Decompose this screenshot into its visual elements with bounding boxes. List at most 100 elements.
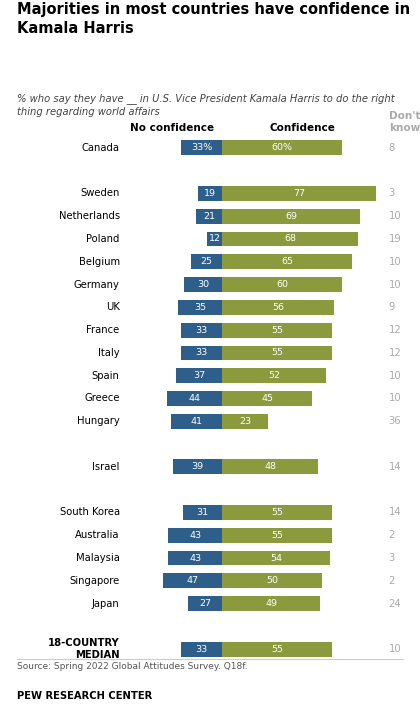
Text: 2: 2 [388, 576, 395, 586]
Text: 60%: 60% [272, 144, 293, 152]
Text: 31: 31 [197, 508, 209, 517]
Text: 10: 10 [388, 370, 401, 381]
Text: 50: 50 [266, 577, 278, 585]
Text: UK: UK [106, 302, 120, 312]
Text: 55: 55 [271, 508, 283, 517]
Text: 10: 10 [388, 279, 401, 289]
Text: 18-COUNTRY
MEDIAN: 18-COUNTRY MEDIAN [48, 638, 120, 660]
Bar [188, 596, 222, 611]
Text: Japan: Japan [92, 599, 120, 609]
Text: France: France [87, 325, 120, 335]
Text: 33: 33 [195, 326, 207, 335]
Text: 43: 43 [189, 554, 201, 562]
Text: 37: 37 [193, 371, 205, 381]
Text: 54: 54 [270, 554, 282, 562]
Text: Confidence: Confidence [269, 123, 335, 133]
Bar [222, 414, 268, 429]
Bar [207, 232, 222, 246]
Text: 3: 3 [388, 553, 395, 563]
Text: 23: 23 [239, 416, 251, 426]
Text: 47: 47 [186, 577, 199, 585]
Text: 68: 68 [284, 235, 296, 243]
Bar [222, 596, 320, 611]
Bar [176, 368, 222, 383]
Bar [167, 391, 222, 406]
Text: 35: 35 [194, 303, 206, 312]
Text: Hungary: Hungary [77, 416, 120, 426]
Text: 25: 25 [200, 257, 213, 266]
Text: 65: 65 [281, 257, 293, 266]
Text: Don't
know: Don't know [388, 111, 420, 133]
Text: 55: 55 [271, 645, 283, 653]
Text: 52: 52 [268, 371, 280, 381]
Text: % who say they have __ in U.S. Vice President Kamala Harris to do the right
thin: % who say they have __ in U.S. Vice Pres… [17, 93, 394, 116]
Bar [222, 368, 326, 383]
Bar [181, 345, 222, 360]
Text: 49: 49 [265, 599, 277, 608]
Bar [222, 505, 332, 520]
Text: 48: 48 [264, 462, 276, 471]
Bar [222, 642, 332, 656]
Text: 30: 30 [197, 280, 209, 289]
Text: Netherlands: Netherlands [58, 211, 120, 221]
Text: 69: 69 [285, 212, 297, 220]
Text: 39: 39 [192, 462, 204, 471]
Text: 27: 27 [199, 599, 211, 608]
Text: Majorities in most countries have confidence in
Kamala Harris: Majorities in most countries have confid… [17, 2, 410, 36]
Text: 12: 12 [209, 235, 221, 243]
Text: 10: 10 [388, 644, 401, 654]
Text: Malaysia: Malaysia [76, 553, 120, 563]
Text: 33: 33 [195, 348, 207, 358]
Bar [181, 642, 222, 656]
Bar [222, 300, 334, 314]
Text: Singapore: Singapore [69, 576, 120, 586]
Bar [222, 232, 358, 246]
Bar [222, 322, 332, 337]
Bar [222, 574, 322, 588]
Text: 9: 9 [388, 302, 395, 312]
Bar [183, 505, 222, 520]
Text: PEW RESEARCH CENTER: PEW RESEARCH CENTER [17, 691, 152, 701]
Bar [222, 551, 330, 565]
Text: 10: 10 [388, 257, 401, 267]
Bar [171, 414, 222, 429]
Text: 45: 45 [261, 394, 273, 403]
Text: 21: 21 [203, 212, 215, 220]
Text: 33%: 33% [191, 144, 212, 152]
Text: Israel: Israel [92, 462, 120, 472]
Text: 60: 60 [276, 280, 288, 289]
Bar [222, 460, 318, 475]
Text: Belgium: Belgium [79, 257, 120, 267]
Bar [222, 254, 352, 269]
Text: South Korea: South Korea [60, 508, 120, 518]
Text: 44: 44 [189, 394, 200, 403]
Bar [184, 277, 222, 292]
Bar [222, 141, 342, 155]
Bar [178, 300, 222, 314]
Text: Source: Spring 2022 Global Attitudes Survey. Q18f.: Source: Spring 2022 Global Attitudes Sur… [17, 662, 247, 671]
Text: 55: 55 [271, 326, 283, 335]
Text: Greece: Greece [84, 393, 120, 404]
Bar [222, 209, 360, 223]
Bar [222, 528, 332, 543]
Text: 8: 8 [388, 143, 395, 153]
Bar [222, 277, 342, 292]
Text: 55: 55 [271, 348, 283, 358]
Bar [222, 391, 312, 406]
Text: Canada: Canada [82, 143, 120, 153]
Bar [196, 209, 222, 223]
Text: Australia: Australia [75, 530, 120, 540]
Bar [181, 322, 222, 337]
Text: 56: 56 [272, 303, 284, 312]
Text: 10: 10 [388, 393, 401, 404]
Text: No confidence: No confidence [130, 123, 214, 133]
Text: Poland: Poland [87, 234, 120, 244]
Text: 55: 55 [271, 531, 283, 540]
Text: 19: 19 [388, 234, 401, 244]
Text: 12: 12 [388, 325, 401, 335]
Text: 19: 19 [204, 189, 216, 198]
Text: 43: 43 [189, 531, 201, 540]
Bar [163, 574, 222, 588]
Text: 77: 77 [293, 189, 305, 198]
Text: 14: 14 [388, 508, 401, 518]
